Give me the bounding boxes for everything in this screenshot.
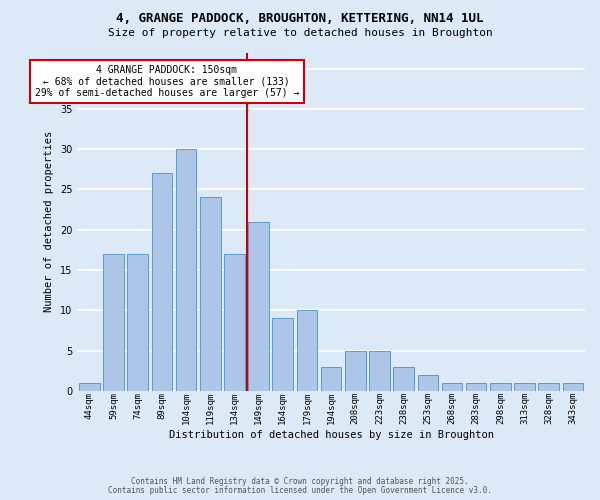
Bar [563, 383, 583, 391]
Bar [127, 254, 148, 391]
Bar [394, 366, 414, 391]
Bar [514, 383, 535, 391]
Bar [345, 350, 365, 391]
Bar [418, 374, 438, 391]
Bar [248, 222, 269, 391]
Y-axis label: Number of detached properties: Number of detached properties [44, 131, 55, 312]
Bar [79, 383, 100, 391]
Bar [103, 254, 124, 391]
Bar [442, 383, 462, 391]
Bar [538, 383, 559, 391]
Bar [176, 149, 196, 391]
Bar [272, 318, 293, 391]
Bar [224, 254, 245, 391]
Bar [321, 366, 341, 391]
X-axis label: Distribution of detached houses by size in Broughton: Distribution of detached houses by size … [169, 430, 494, 440]
Text: Size of property relative to detached houses in Broughton: Size of property relative to detached ho… [107, 28, 493, 38]
Text: Contains HM Land Registry data © Crown copyright and database right 2025.: Contains HM Land Registry data © Crown c… [131, 477, 469, 486]
Bar [490, 383, 511, 391]
Bar [369, 350, 390, 391]
Bar [466, 383, 487, 391]
Bar [296, 310, 317, 391]
Bar [152, 174, 172, 391]
Text: 4 GRANGE PADDOCK: 150sqm
← 68% of detached houses are smaller (133)
29% of semi-: 4 GRANGE PADDOCK: 150sqm ← 68% of detach… [35, 64, 299, 98]
Bar [200, 198, 221, 391]
Text: 4, GRANGE PADDOCK, BROUGHTON, KETTERING, NN14 1UL: 4, GRANGE PADDOCK, BROUGHTON, KETTERING,… [116, 12, 484, 26]
Text: Contains public sector information licensed under the Open Government Licence v3: Contains public sector information licen… [108, 486, 492, 495]
